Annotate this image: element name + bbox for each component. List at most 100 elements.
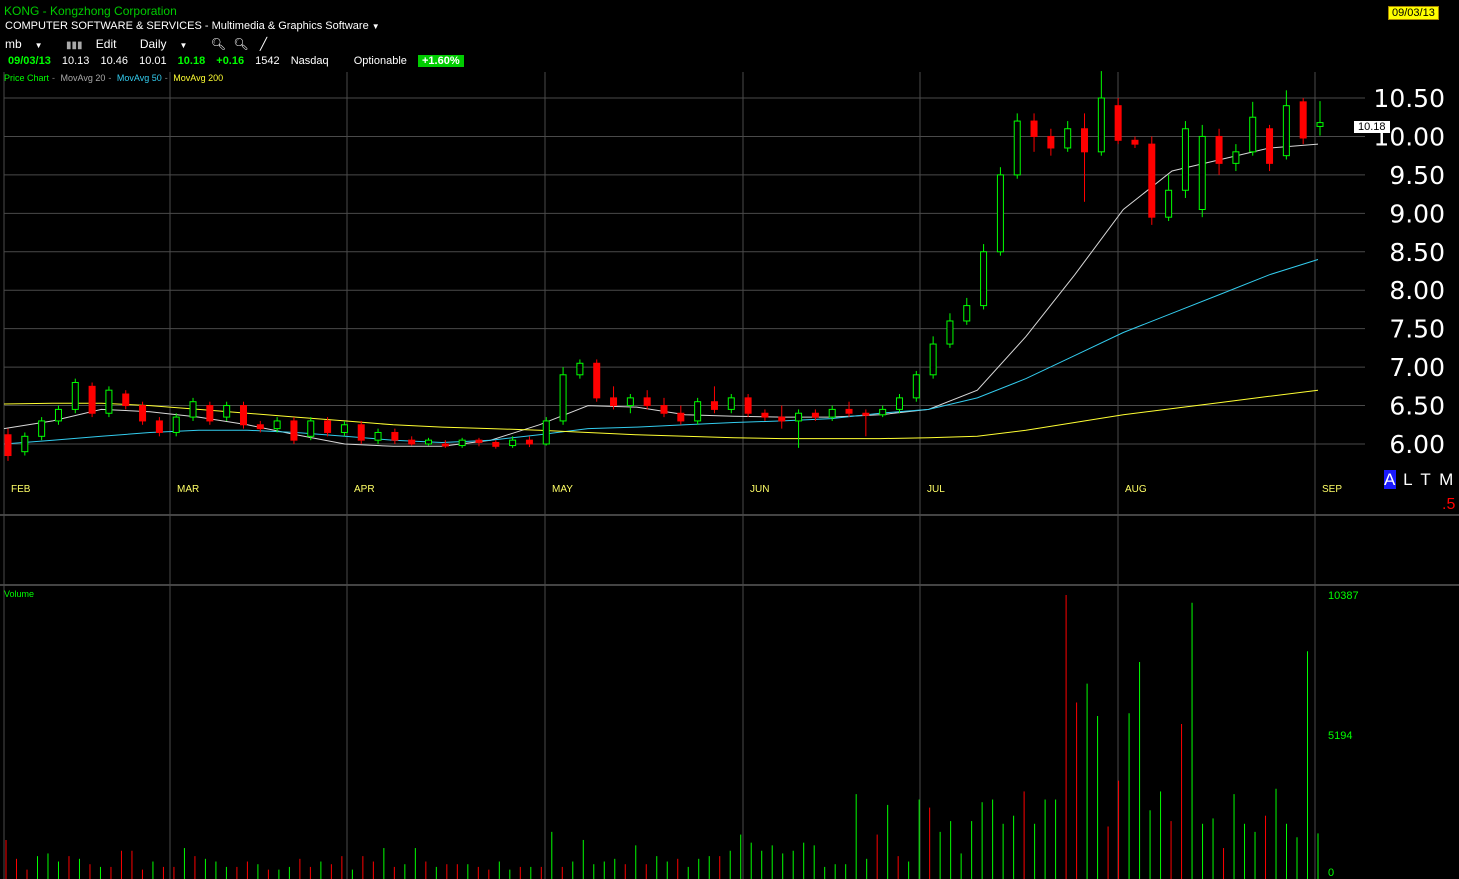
- chevron-down-icon: ▼: [179, 41, 188, 50]
- y-tick-label: 6.50: [1389, 392, 1445, 421]
- moving-average-line: [3, 389, 1319, 440]
- user-dropdown[interactable]: mb ▼: [5, 37, 53, 51]
- draw-line-icon[interactable]: ╱: [259, 37, 268, 51]
- candle-body: [88, 385, 96, 414]
- candle-body: [4, 434, 12, 457]
- candle-body: [677, 412, 685, 422]
- candle-body: [996, 174, 1004, 253]
- zoom-in-icon[interactable]: 🔍︎: [210, 37, 226, 51]
- quote-open: 10.13: [61, 55, 90, 67]
- volume-tick-label: 5194: [1328, 730, 1352, 742]
- candle-body: [139, 405, 147, 422]
- candle-body: [1013, 120, 1021, 176]
- legend-ma200: MovAvg 200: [173, 73, 224, 83]
- volume-label: Volume: [4, 589, 35, 599]
- overflow-mark: .5: [1442, 496, 1456, 513]
- candle-body: [290, 420, 298, 441]
- candle-body: [643, 397, 651, 407]
- candle-body: [1081, 128, 1089, 153]
- candle-body: [559, 374, 567, 422]
- chart-legend: Price Chart - MovAvg 20- MovAvg 50- MovAv…: [4, 73, 224, 83]
- candle-body: [357, 424, 365, 441]
- x-tick-label: MAR: [177, 484, 199, 495]
- candle-body: [980, 251, 988, 307]
- candle-body: [1131, 139, 1139, 145]
- candle-body: [694, 401, 702, 422]
- legend-price-chart: Price Chart: [4, 73, 50, 83]
- candle-body: [1299, 101, 1307, 139]
- candle-body: [542, 420, 550, 445]
- candle-body: [475, 439, 483, 443]
- y-tick-label: 8.50: [1389, 238, 1445, 267]
- candle-body: [105, 389, 113, 414]
- candle-body: [778, 416, 786, 422]
- candle-body: [1198, 135, 1206, 210]
- bars-icon: ▮▮▮: [65, 40, 83, 51]
- candle-body: [54, 408, 62, 422]
- candle-body: [576, 362, 584, 376]
- candle-body: [324, 420, 332, 433]
- candle-body: [71, 381, 79, 410]
- candle-body: [1316, 122, 1324, 127]
- quote-low: 10.01: [139, 55, 167, 67]
- quote-date: 09/03/13: [8, 55, 51, 67]
- x-tick-label: JUL: [927, 484, 945, 495]
- y-tick-label: 9.00: [1389, 199, 1445, 228]
- candle-body: [492, 441, 500, 447]
- candle-body: [710, 401, 718, 410]
- range-a-button[interactable]: A: [1384, 470, 1397, 489]
- candle-body: [509, 439, 517, 447]
- zoom-out-icon[interactable]: 🔍︎: [233, 37, 249, 51]
- date-badge: 09/03/13: [1388, 6, 1439, 20]
- candle-body: [1114, 105, 1122, 141]
- legend-ma20: MovAvg 20: [60, 73, 106, 83]
- quote-bar: 09/03/13 10.13 10.46 10.01 10.18 +0.16 1…: [8, 55, 472, 67]
- sector-label: COMPUTER SOFTWARE & SERVICES - Multimedi…: [5, 20, 369, 32]
- candle-body: [626, 397, 634, 407]
- moving-average-line: [3, 259, 1319, 445]
- y-tick-label: 6.00: [1389, 430, 1445, 459]
- x-tick-label: MAY: [552, 484, 573, 495]
- candle-body: [1148, 143, 1156, 218]
- moving-average-line: [3, 143, 1319, 447]
- candle-body: [38, 420, 46, 437]
- candle-body: [391, 431, 399, 441]
- candle-body: [593, 362, 601, 399]
- sector-dropdown[interactable]: COMPUTER SOFTWARE & SERVICES - Multimedi…: [5, 20, 380, 32]
- candle-body: [1030, 120, 1038, 137]
- chevron-down-icon: ▼: [34, 41, 43, 50]
- x-tick-label: APR: [354, 484, 375, 495]
- candle-body: [879, 408, 887, 416]
- y-tick-label: 10.50: [1373, 84, 1445, 113]
- candle-body: [1282, 105, 1290, 157]
- candle-body: [895, 397, 903, 410]
- quote-change: +0.16: [216, 55, 245, 67]
- candle-body: [660, 405, 668, 414]
- candle-body: [122, 393, 130, 407]
- candle-body: [172, 416, 180, 433]
- candle-body: [862, 412, 870, 416]
- candle-body: [744, 397, 752, 414]
- user-label: mb: [5, 37, 22, 51]
- range-ltml-buttons[interactable]: L T M L: [1403, 470, 1459, 489]
- optionable-label: Optionable: [353, 55, 407, 67]
- y-tick-label: 7.00: [1389, 353, 1445, 382]
- edit-label: Edit: [95, 37, 117, 51]
- range-selector[interactable]: A L T M L: [1384, 470, 1459, 490]
- candle-body: [340, 424, 348, 433]
- period-label: Daily: [139, 37, 167, 51]
- y-tick-label: 7.50: [1389, 315, 1445, 344]
- pct-change-badge: +1.60%: [417, 55, 464, 67]
- edit-button[interactable]: ▮▮▮ Edit: [66, 37, 127, 51]
- candle-body: [946, 320, 954, 345]
- candle-body: [1266, 128, 1274, 164]
- candle-body: [425, 439, 433, 445]
- x-tick-label: AUG: [1125, 484, 1147, 495]
- period-dropdown[interactable]: Daily ▼: [140, 37, 198, 51]
- candle-body: [206, 405, 214, 422]
- candle-body: [441, 443, 449, 447]
- candle-body: [1047, 135, 1055, 149]
- candle-body: [912, 374, 920, 399]
- candle-body: [811, 412, 819, 418]
